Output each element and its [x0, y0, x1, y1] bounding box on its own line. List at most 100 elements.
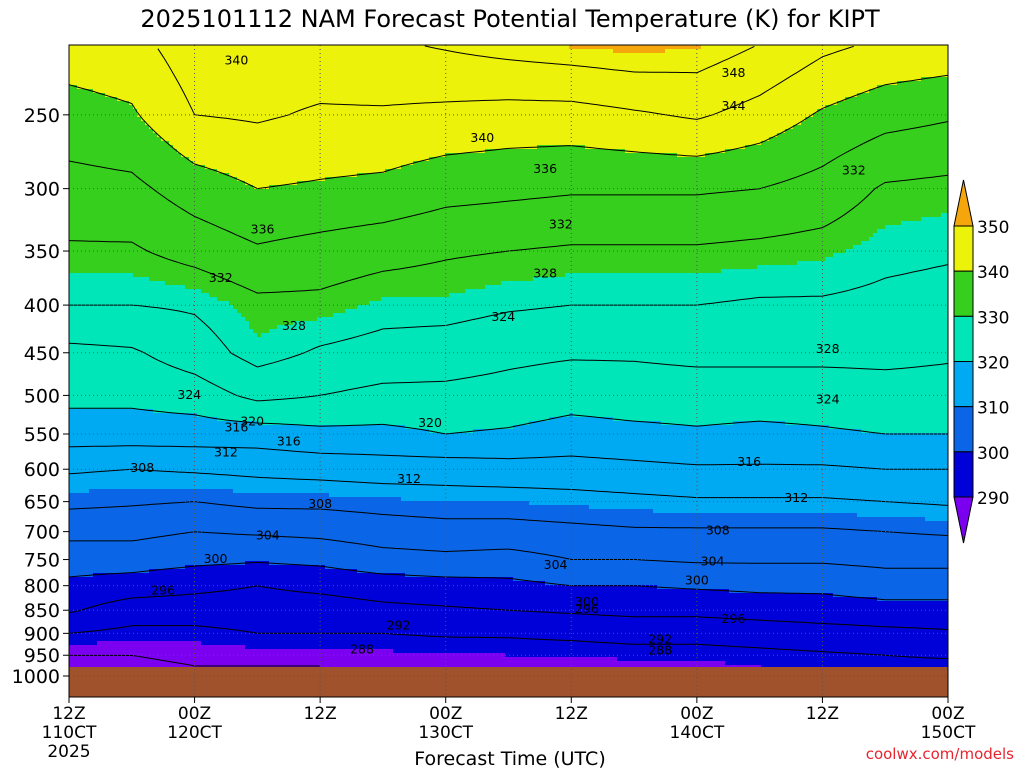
heatmap-cell [841, 85, 846, 90]
heatmap-cell [913, 65, 918, 70]
heatmap-cell [761, 45, 766, 50]
heatmap-cell [825, 65, 830, 70]
heatmap-cell [241, 121, 246, 126]
heatmap-cell [497, 97, 502, 102]
heatmap-cell [685, 49, 690, 54]
heatmap-cell [489, 101, 494, 106]
heatmap-cell [393, 49, 398, 54]
heatmap-cell [657, 101, 662, 106]
heatmap-cell [749, 85, 754, 90]
heatmap-cell [277, 85, 282, 90]
heatmap-cell [849, 105, 854, 110]
heatmap-cell [217, 49, 222, 54]
heatmap-cell [585, 129, 590, 134]
heatmap-cell [141, 125, 146, 130]
heatmap-cell [673, 81, 678, 86]
heatmap-cell [81, 89, 86, 94]
heatmap-cell [173, 117, 178, 122]
heatmap-cell [401, 101, 406, 106]
heatmap-cell [905, 45, 910, 50]
heatmap-cell [169, 65, 174, 70]
heatmap-cell [765, 101, 770, 106]
heatmap-cell [753, 97, 758, 102]
heatmap-cell [445, 57, 450, 62]
heatmap-cell [289, 101, 294, 106]
heatmap-cell [409, 121, 414, 126]
heatmap-cell [533, 85, 538, 90]
heatmap-cell [497, 53, 502, 58]
heatmap-cell [509, 61, 514, 66]
heatmap-cell [793, 85, 798, 90]
heatmap-cell [685, 53, 690, 58]
heatmap-cell [577, 81, 582, 86]
heatmap-cell [773, 45, 778, 50]
heatmap-cell [161, 45, 166, 50]
heatmap-cell [825, 109, 830, 114]
heatmap-cell [177, 105, 182, 110]
heatmap-cell [485, 73, 490, 78]
heatmap-cell [141, 97, 146, 102]
heatmap-cell [577, 121, 582, 126]
heatmap-cell [209, 69, 214, 74]
heatmap-cell [885, 61, 890, 66]
heatmap-cell [389, 93, 394, 98]
heatmap-cell [253, 73, 258, 78]
heatmap-cell [769, 117, 774, 122]
heatmap-cell [681, 93, 686, 98]
heatmap-cell [809, 129, 814, 134]
heatmap-cell [69, 93, 74, 98]
heatmap-cell [141, 65, 146, 70]
heatmap-cell [77, 117, 82, 122]
heatmap-cell [353, 45, 358, 50]
heatmap-cell [549, 97, 554, 102]
heatmap-cell [829, 65, 834, 70]
heatmap-cell [305, 89, 310, 94]
heatmap-cell [305, 125, 310, 130]
heatmap-cell [321, 97, 326, 102]
heatmap-cell [117, 109, 122, 114]
heatmap-cell [85, 133, 90, 138]
heatmap-cell [93, 49, 98, 54]
heatmap-cell [545, 49, 550, 54]
heatmap-cell [441, 125, 446, 130]
heatmap-cell [921, 117, 926, 122]
heatmap-cell [133, 93, 138, 98]
heatmap-cell [797, 129, 802, 134]
heatmap-cell [401, 69, 406, 74]
heatmap-cell [733, 81, 738, 86]
heatmap-cell [629, 125, 634, 130]
heatmap-cell [209, 53, 214, 58]
heatmap-cell [469, 81, 474, 86]
heatmap-cell [465, 113, 470, 118]
heatmap-cell [741, 73, 746, 78]
heatmap-cell [901, 121, 906, 126]
heatmap-cell [365, 45, 370, 50]
heatmap-cell [405, 105, 410, 110]
heatmap-cell [909, 129, 914, 134]
heatmap-cell [521, 93, 526, 98]
heatmap-cell [785, 89, 790, 94]
heatmap-cell [505, 89, 510, 94]
heatmap-cell [417, 89, 422, 94]
heatmap-cell [445, 129, 450, 134]
heatmap-cell [709, 101, 714, 106]
heatmap-cell [529, 61, 534, 66]
heatmap-cell [157, 129, 162, 134]
heatmap-cell [617, 101, 622, 106]
heatmap-cell [229, 89, 234, 94]
heatmap-cell [401, 113, 406, 118]
heatmap-cell [845, 65, 850, 70]
heatmap-cell [549, 57, 554, 62]
heatmap-cell [177, 65, 182, 70]
heatmap-cell [385, 53, 390, 58]
heatmap-cell [905, 121, 910, 126]
heatmap-cell [229, 97, 234, 102]
heatmap-cell [849, 125, 854, 130]
heatmap-cell [761, 73, 766, 78]
heatmap-cell [129, 113, 134, 118]
heatmap-cell [933, 49, 938, 54]
heatmap-cell [401, 77, 406, 82]
heatmap-cell [241, 73, 246, 78]
heatmap-cell [177, 125, 182, 130]
heatmap-cell [909, 89, 914, 94]
